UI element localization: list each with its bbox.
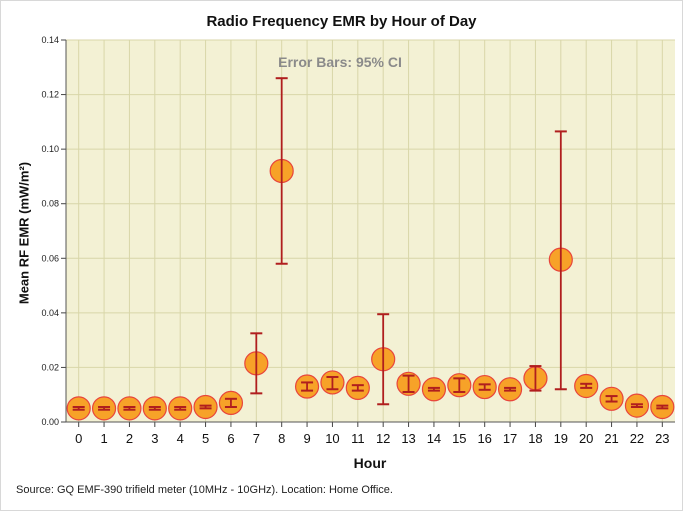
x-tick-label: 0 xyxy=(75,431,82,446)
x-tick-label: 6 xyxy=(227,431,234,446)
x-tick-label: 12 xyxy=(376,431,390,446)
x-tick-label: 21 xyxy=(604,431,618,446)
error-bars-annotation: Error Bars: 95% CI xyxy=(278,54,402,70)
y-tick-label: 0.00 xyxy=(41,417,59,427)
y-tick-label: 0.08 xyxy=(41,199,59,209)
x-tick-label: 4 xyxy=(177,431,184,446)
x-tick-label: 8 xyxy=(278,431,285,446)
x-axis-label: Hour xyxy=(353,455,387,471)
x-tick-label: 17 xyxy=(503,431,517,446)
y-tick-label: 0.06 xyxy=(41,253,59,263)
x-tick-label: 20 xyxy=(579,431,593,446)
x-tick-label: 3 xyxy=(151,431,158,446)
x-tick-label: 2 xyxy=(126,431,133,446)
axes: 0.000.020.040.060.080.100.120.140 1 2 3 4 5 6 7… xyxy=(41,35,675,446)
x-tick-label: 13 xyxy=(401,431,415,446)
data-points xyxy=(66,77,675,421)
y-tick-label: 0.04 xyxy=(41,308,59,318)
source-note: Source: GQ EMF-390 trifield meter (10MHz… xyxy=(16,484,393,496)
chart-svg: 0.000.020.040.060.080.100.120.140 1 2 3 4 5 6 7… xyxy=(41,35,675,446)
x-tick-label: 19 xyxy=(554,431,568,446)
x-tick-label: 10 xyxy=(325,431,339,446)
x-tick-label: 5 xyxy=(202,431,209,446)
x-tick-label: 23 xyxy=(655,431,669,446)
y-tick-label: 0.12 xyxy=(41,90,59,100)
x-tick-label: 16 xyxy=(477,431,491,446)
x-tick-label: 1 xyxy=(100,431,107,446)
y-tick-label: 0.02 xyxy=(41,362,59,372)
x-tick-label: 9 xyxy=(303,431,310,446)
x-tick-label: 11 xyxy=(351,431,365,446)
chart-title: Radio Frequency EMR by Hour of Day xyxy=(206,13,477,30)
y-tick-label: 0.10 xyxy=(41,144,59,154)
x-tick-label: 18 xyxy=(528,431,542,446)
y-tick-label: 0.14 xyxy=(41,35,59,45)
plot-area xyxy=(66,40,675,422)
x-tick-label: 22 xyxy=(630,431,644,446)
x-tick-label: 15 xyxy=(452,431,466,446)
x-tick-label: 14 xyxy=(427,431,441,446)
x-tick-label: 7 xyxy=(253,431,260,446)
